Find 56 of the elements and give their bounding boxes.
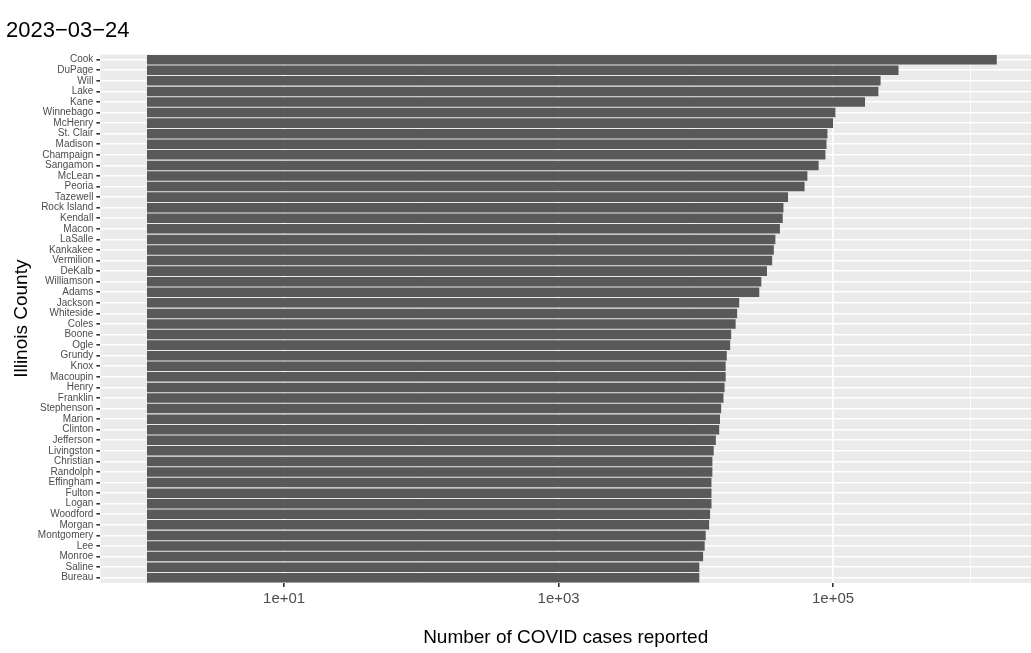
y-tick-label: Stephenson [39, 402, 94, 414]
y-tick-label: Champaign [42, 148, 94, 160]
y-tick-label: Macon [63, 222, 94, 234]
y-tick-label: Sangamon [45, 159, 94, 171]
y-tick-label: Fulton [65, 486, 94, 498]
y-tick-label: Cook [70, 53, 95, 65]
y-tick-label: McHenry [53, 116, 94, 128]
y-tick-label: Marion [62, 412, 94, 424]
y-tick-label: Rock Island [41, 201, 94, 213]
y-tick-label: Whiteside [49, 307, 94, 319]
y-tick-label: Lee [76, 539, 94, 551]
y-tick-label: Adams [62, 286, 94, 298]
chart-title: 2023−03−24 [6, 17, 130, 43]
y-tick-label: Logan [65, 497, 94, 509]
y-tick-label: LaSalle [60, 233, 94, 245]
y-tick-label: Randolph [50, 465, 94, 477]
y-tick-label: Lake [71, 85, 94, 97]
y-tick-label: McLean [57, 169, 94, 181]
y-tick-label: Montgomery [37, 529, 94, 541]
y-tick-label: Winnebago [42, 106, 94, 118]
y-tick-label: Will [77, 74, 94, 86]
y-tick-label: Ogle [72, 338, 94, 350]
y-tick-label: Monroe [59, 550, 94, 562]
y-tick-label: Williamson [45, 275, 94, 287]
y-tick-label: Knox [70, 360, 94, 372]
y-tick-label: Kane [70, 95, 94, 107]
y-tick-label: Kankakee [48, 243, 94, 255]
y-tick-label: St. Clair [57, 127, 95, 139]
y-tick-label: Morgan [59, 518, 94, 530]
y-tick-label: Christian [53, 455, 94, 467]
y-tick-label: Coles [67, 317, 94, 329]
y-tick-label: DuPage [57, 64, 94, 76]
y-tick-label: Peoria [64, 180, 94, 192]
y-tick-label: Boone [64, 328, 94, 340]
y-tick-label: Macoupin [50, 370, 94, 382]
y-tick-label: Franklin [57, 391, 94, 403]
y-axis-title: Illinois County [9, 259, 31, 378]
y-tick-label: Madison [55, 138, 94, 150]
y-tick-label: DeKalb [60, 264, 94, 276]
y-tick-label: Woodford [50, 508, 94, 520]
y-tick-label: Effingham [48, 476, 94, 488]
y-tick-label: Grundy [60, 349, 94, 361]
x-tick-label: 1e+01 [263, 589, 306, 607]
y-tick-label: Vermilion [52, 254, 94, 266]
x-tick-label: 1e+03 [537, 589, 580, 607]
y-tick-label: Jefferson [52, 434, 94, 446]
y-tick-label: Henry [66, 381, 94, 393]
y-tick-label: Kendall [60, 212, 94, 224]
y-tick-label: Bureau [61, 571, 94, 583]
x-axis-title: Number of COVID cases reported [423, 625, 709, 647]
x-tick-label: 1e+05 [811, 589, 855, 607]
y-tick-label: Jackson [56, 296, 94, 308]
y-tick-label: Tazewell [55, 190, 94, 202]
y-tick-label: Saline [65, 560, 94, 572]
y-tick-label: Livingston [48, 444, 94, 456]
y-tick-label: Clinton [62, 423, 94, 435]
